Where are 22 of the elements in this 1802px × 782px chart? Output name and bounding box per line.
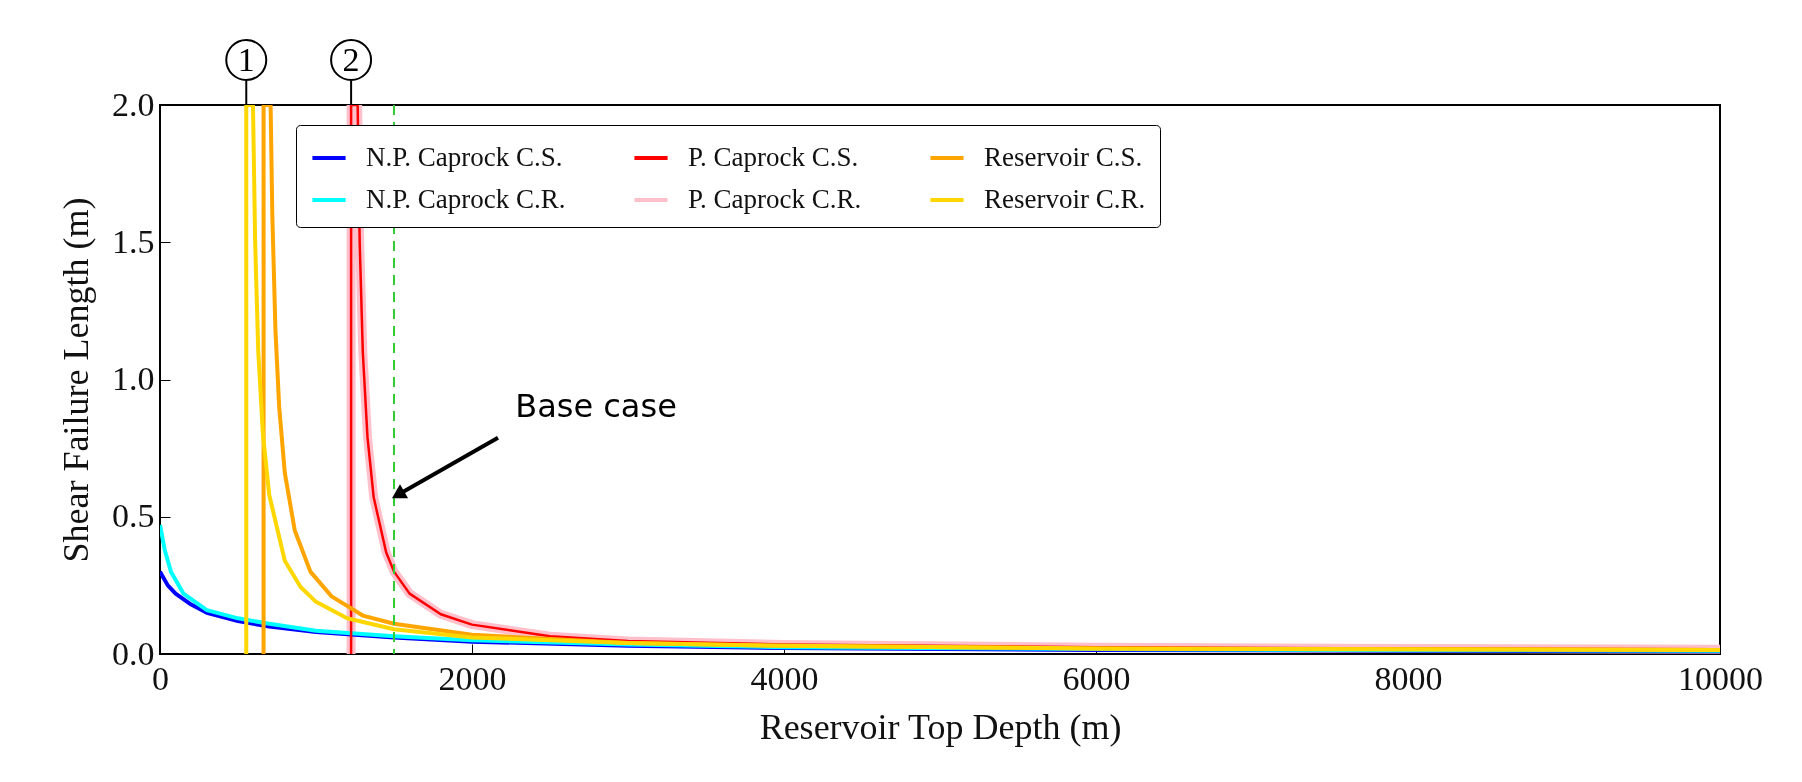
y-tick-label: 1.0 [112, 360, 155, 397]
legend-label: N.P. Caprock C.R. [366, 184, 566, 214]
x-tick-label: 10000 [1678, 659, 1763, 697]
x-tick-label: 4000 [750, 659, 819, 697]
y-tick-label: 0.0 [112, 634, 155, 672]
x-tick-label: 6000 [1062, 659, 1131, 697]
annotation: 2 [342, 41, 360, 78]
x-axis-title: Reservoir Top Depth (m) [759, 706, 1122, 747]
x-tick-label: 0 [152, 659, 169, 697]
y-tick-label: 0.5 [112, 497, 155, 535]
annotation: 1 [237, 41, 255, 78]
y-tick-label: 2.0 [112, 85, 155, 123]
x-tick-label: 2000 [438, 659, 507, 697]
x-tick-label: 8000 [1374, 659, 1443, 697]
legend-label: N.P. Caprock C.S. [366, 142, 563, 172]
annotation: Base case [515, 386, 677, 425]
y-axis-title: Shear Failure Length (m) [56, 197, 96, 563]
legend-label: Reservoir C.R. [984, 184, 1146, 214]
y-tick-label: 1.5 [112, 222, 155, 260]
legend-label: P. Caprock C.R. [688, 184, 862, 214]
legend-label: P. Caprock C.S. [688, 142, 859, 172]
legend-label: Reservoir C.S. [984, 142, 1143, 172]
